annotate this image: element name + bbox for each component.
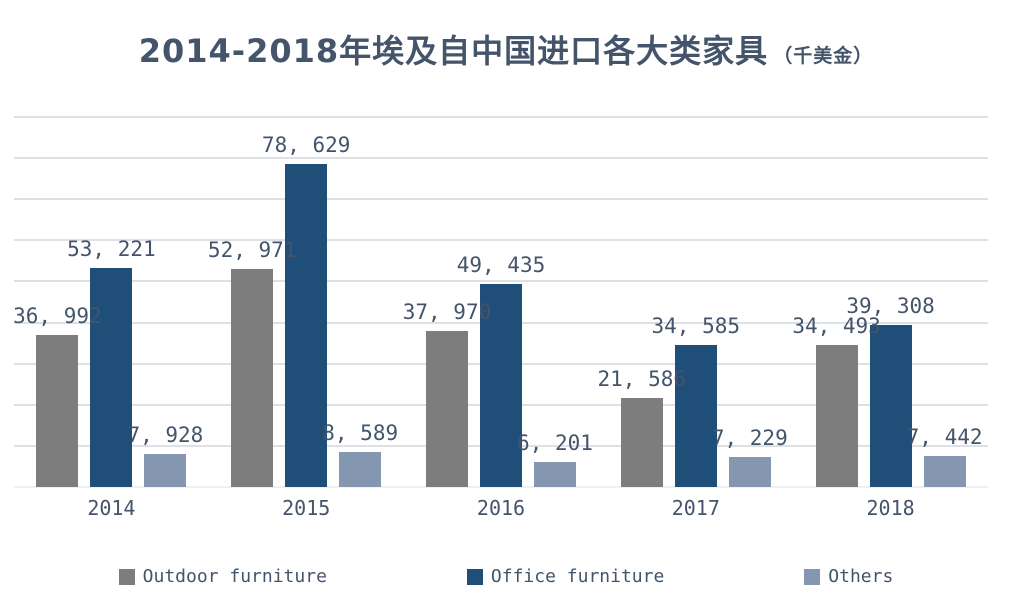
value-label: 49, 435	[456, 252, 546, 277]
legend-label: Office furniture	[490, 566, 665, 587]
bar: 36, 992	[13, 304, 102, 487]
bar: 34, 585	[652, 314, 740, 487]
bar: 39, 308	[846, 294, 935, 487]
bar-group-2015: 52, 971 78, 629 8, 589	[208, 117, 404, 487]
bar-groups: 36, 992 53, 221 7, 928 52, 971 78, 629 8, 589…	[13, 117, 988, 487]
chart-title: 2014-2018年埃及自中国进口各大类家具 （千美金）	[0, 26, 1012, 72]
value-label: 6, 201	[517, 430, 593, 455]
legend-swatch-icon	[466, 568, 483, 585]
value-label: 37, 970	[402, 299, 492, 324]
gridline	[14, 239, 988, 242]
legend-label: Outdoor furniture	[142, 566, 327, 587]
x-axis-line	[14, 486, 988, 488]
bar: 49, 435	[457, 253, 545, 487]
legend-item-outdoor: Outdoor furniture	[118, 566, 327, 587]
chart-title-text: 2014-2018年埃及自中国进口各大类家具	[138, 32, 769, 70]
bar: 34, 493	[792, 314, 881, 487]
bar: 37, 970	[403, 300, 491, 487]
plot-area: 36, 992 53, 221 7, 928 52, 971 78, 629 8, 589…	[13, 116, 988, 488]
gridline	[14, 280, 988, 283]
gridline	[14, 198, 988, 201]
value-label: 36, 992	[13, 303, 102, 328]
value-label: 52, 971	[207, 238, 297, 263]
x-axis-label: 2016	[476, 496, 526, 520]
legend-item-office: Office furniture	[466, 566, 665, 587]
value-label: 34, 585	[651, 313, 741, 338]
value-label: 7, 928	[127, 423, 204, 448]
bar: 21, 586	[598, 367, 686, 487]
bar-group-2018: 34, 493 39, 308 7, 442	[792, 117, 988, 487]
value-label: 21, 586	[597, 367, 687, 392]
bar-group-2017: 21, 586 34, 585 7, 229	[598, 117, 793, 487]
value-label: 34, 493	[792, 314, 881, 339]
value-label: 78, 629	[261, 132, 351, 157]
bar: 6, 201	[517, 431, 593, 487]
bar: 7, 229	[712, 426, 788, 487]
legend-label: Others	[828, 566, 894, 587]
gridline	[14, 157, 988, 160]
bar: 7, 928	[127, 423, 203, 487]
legend-swatch-icon	[804, 568, 821, 585]
x-axis-label: 2014	[87, 496, 136, 520]
x-axis-labels: 2014 2015 2016 2017 2018	[14, 496, 988, 520]
legend: Outdoor furniture Office furniture Others	[0, 566, 1012, 587]
bar: 78, 629	[262, 133, 350, 487]
bar-group-2014: 36, 992 53, 221 7, 928	[13, 117, 209, 487]
x-axis-label: 2015	[282, 496, 331, 520]
value-label: 53, 221	[67, 237, 156, 262]
value-label: 7, 442	[906, 425, 983, 450]
value-label: 7, 229	[711, 426, 788, 451]
x-axis-label: 2017	[671, 496, 720, 520]
legend-swatch-icon	[118, 568, 135, 585]
x-axis-label: 2018	[866, 496, 915, 520]
bar: 8, 589	[322, 421, 398, 487]
value-label: 8, 589	[322, 420, 399, 445]
bar: 53, 221	[67, 237, 156, 487]
value-label: 39, 308	[846, 294, 935, 319]
bar: 7, 442	[907, 425, 983, 487]
legend-item-others: Others	[804, 566, 893, 587]
gridline	[14, 116, 988, 118]
bar: 52, 971	[208, 238, 296, 487]
chart-title-unit: （千美金）	[773, 45, 874, 67]
bar-group-2016: 37, 970 49, 435 6, 201	[403, 117, 599, 487]
